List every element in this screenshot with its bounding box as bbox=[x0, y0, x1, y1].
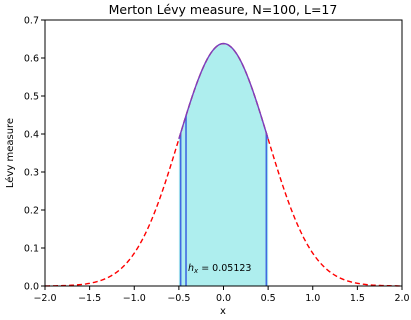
x-axis-label: x bbox=[220, 306, 226, 317]
solid-density-line bbox=[178, 42, 269, 140]
x-tick-label: −1.5 bbox=[78, 293, 101, 304]
x-tick-label: 2.0 bbox=[394, 293, 409, 304]
step-size-annotation: hx = 0.05123 bbox=[188, 263, 251, 275]
y-tick-label: 0.1 bbox=[24, 244, 39, 255]
x-tick-label: 0.5 bbox=[261, 293, 276, 304]
y-tick-label: 0.0 bbox=[24, 282, 39, 293]
x-tick-label: 1.5 bbox=[350, 293, 365, 304]
x-tick-label: 1.0 bbox=[305, 293, 320, 304]
y-tick-label: 0.3 bbox=[24, 168, 39, 179]
x-tick-label: −1.0 bbox=[123, 293, 146, 304]
shaded-region bbox=[178, 43, 269, 287]
x-tick-label: 0.0 bbox=[216, 293, 231, 304]
x-tick-label: −2.0 bbox=[33, 293, 56, 304]
y-tick-label: 0.2 bbox=[24, 206, 39, 217]
y-tick-label: 0.5 bbox=[24, 92, 39, 103]
y-tick-label: 0.6 bbox=[24, 54, 39, 65]
chart-title: Merton Lévy measure, N=100, L=17 bbox=[109, 2, 338, 17]
y-axis-label: Lévy measure bbox=[4, 118, 16, 188]
y-tick-label: 0.7 bbox=[24, 16, 39, 27]
x-tick-label: −0.5 bbox=[167, 293, 190, 304]
y-tick-label: 0.4 bbox=[24, 130, 39, 141]
